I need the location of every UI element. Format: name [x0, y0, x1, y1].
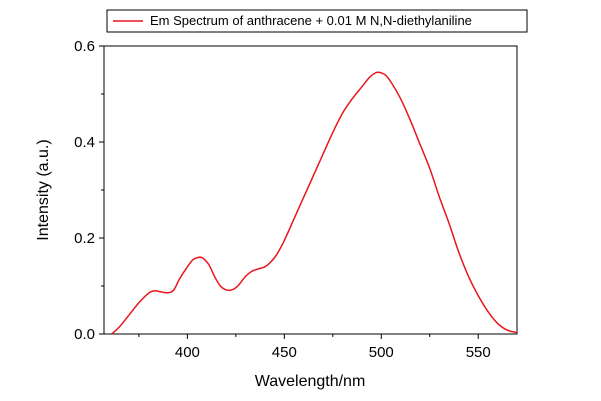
y-tick-label: 0.6	[74, 38, 95, 55]
plot-frame	[103, 45, 518, 335]
legend: Em Spectrum of anthracene + 0.01 M N,N-d…	[106, 9, 528, 33]
x-tick-label: 550	[466, 344, 491, 361]
y-axis-title: Intensity (a.u.)	[35, 139, 52, 240]
series-layer	[111, 71, 518, 335]
x-tick-label: 450	[272, 344, 297, 361]
y-axis: 0.0 0.2 0.4 0.6	[74, 38, 104, 343]
y-tick-label: 0.0	[74, 326, 95, 343]
y-tick-label: 0.2	[74, 230, 95, 247]
x-tick-label: 500	[369, 344, 394, 361]
series-line	[111, 71, 518, 335]
x-axis-title: Wavelength/nm	[255, 373, 366, 390]
y-tick-label: 0.4	[74, 134, 95, 151]
legend-box	[106, 9, 528, 33]
legend-label: Em Spectrum of anthracene + 0.01 M N,N-d…	[150, 13, 472, 28]
x-tick-label: 400	[175, 344, 200, 361]
x-axis: 400 450 500 550	[138, 334, 491, 361]
